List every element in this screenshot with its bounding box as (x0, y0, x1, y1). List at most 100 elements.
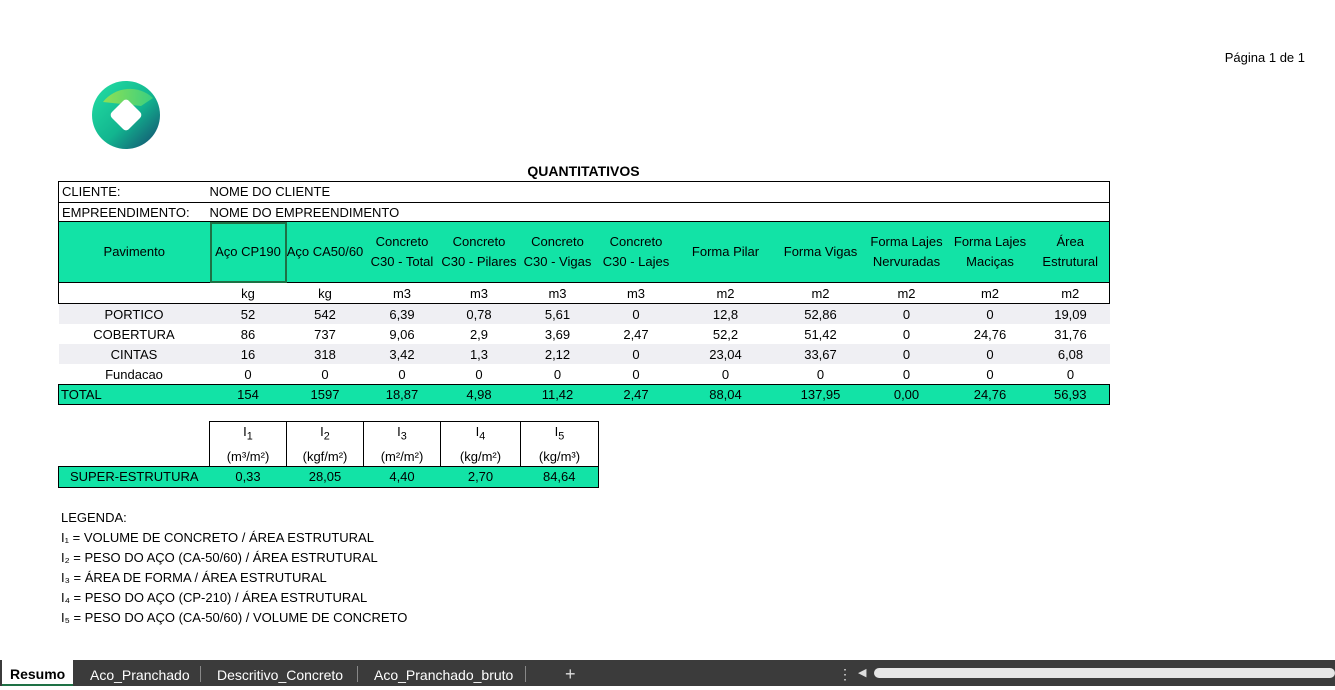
header-cell[interactable]: Forma Lajes Nervuradas (864, 221, 949, 283)
table-cell[interactable]: 19,09 (1031, 303, 1110, 324)
unit-cell[interactable]: m2 (1031, 282, 1110, 304)
header-cell[interactable]: Forma Pilar (674, 221, 777, 283)
total-cell[interactable]: 88,04 (674, 384, 777, 405)
table-cell[interactable]: 2,12 (517, 344, 598, 364)
table-cell[interactable]: 86 (240, 326, 256, 342)
client-value[interactable]: NOME DO CLIENTE (209, 181, 1110, 203)
table-cell[interactable]: 5,61 (517, 303, 598, 324)
index-header-cell[interactable]: I4 (kg/m²) (440, 421, 521, 467)
table-cell[interactable]: 52,2 (712, 326, 739, 342)
table-cell[interactable]: 0 (553, 366, 562, 382)
table-cell[interactable]: 23,04 (674, 344, 777, 364)
total-cell[interactable]: 0,00 (864, 384, 949, 405)
unit-cell[interactable]: m2 (864, 282, 949, 304)
table-cell[interactable]: 0 (948, 344, 1032, 364)
total-cell[interactable]: 4,98 (440, 384, 518, 405)
table-cell[interactable]: 0 (597, 344, 675, 364)
table-cell[interactable]: 737 (314, 326, 336, 342)
table-cell[interactable]: 16 (209, 344, 287, 364)
table-cell[interactable]: 0 (321, 366, 329, 382)
table-cell[interactable]: 3,42 (363, 344, 441, 364)
table-cell[interactable]: 318 (286, 344, 364, 364)
total-cell[interactable]: 18,87 (363, 384, 441, 405)
table-cell[interactable]: 9,06 (389, 326, 415, 342)
more-options-icon[interactable]: ⋮ (838, 666, 852, 682)
table-cell[interactable]: 0 (902, 366, 911, 382)
header-cell[interactable]: Concreto C30 - Lajes (597, 221, 675, 283)
table-cell[interactable]: 6,39 (363, 303, 441, 324)
header-cell[interactable]: Aço CA50/60 (286, 221, 364, 283)
table-cell[interactable]: 51,42 (804, 326, 837, 342)
table-cell[interactable]: 2,9 (469, 326, 489, 342)
table-cell[interactable]: 31,76 (1054, 326, 1087, 342)
unit-cell[interactable]: m2 (948, 282, 1032, 304)
index-header-cell[interactable]: I5 (kg/m³) (520, 421, 599, 467)
sheet-tab-aco-pranchado[interactable]: Aco_Pranchado (90, 667, 190, 683)
add-sheet-icon[interactable]: + (565, 664, 576, 684)
table-cell[interactable]: Fundacao (105, 366, 163, 382)
sheet-tab-aco-pranchado-bruto[interactable]: Aco_Pranchado_bruto (374, 667, 514, 683)
table-cell[interactable]: 0 (244, 366, 252, 382)
table-cell[interactable]: 24,76 (973, 326, 1007, 342)
table-cell[interactable]: 0 (864, 344, 949, 364)
scrollbar-thumb[interactable] (874, 668, 1335, 678)
index-header-cell[interactable]: I1 (m³/m²) (209, 421, 287, 467)
table-cell[interactable]: 0 (816, 366, 825, 382)
sheet-tab-descritivo-concreto[interactable]: Descritivo_Concreto (217, 667, 344, 683)
table-cell[interactable]: 0 (721, 366, 730, 382)
unit-cell[interactable]: m3 (363, 282, 441, 304)
table-cell[interactable]: 6,08 (1031, 344, 1110, 364)
table-cell[interactable]: 0 (475, 366, 483, 382)
table-cell[interactable]: 0,78 (440, 303, 518, 324)
header-cell[interactable]: Concreto C30 - Vigas (517, 221, 598, 283)
total-cell[interactable]: 1597 (286, 384, 364, 405)
table-cell[interactable]: 3,69 (544, 326, 571, 342)
table-cell[interactable]: 33,67 (776, 344, 865, 364)
index-value-cell[interactable]: 84,64 (520, 465, 599, 488)
scroll-left-icon[interactable]: ◀ (858, 667, 867, 679)
table-cell[interactable]: 52 (209, 303, 287, 324)
table-cell[interactable]: 12,8 (674, 303, 777, 324)
table-cell[interactable]: 0 (1066, 366, 1075, 382)
total-cell[interactable]: 2,47 (597, 384, 675, 405)
table-cell[interactable]: PORTICO (58, 303, 210, 324)
index-value-cell[interactable]: 28,05 (286, 465, 364, 488)
unit-cell[interactable]: kg (209, 282, 287, 304)
index-header-cell[interactable]: I2 (kgf/m²) (286, 421, 364, 467)
total-cell[interactable]: 154 (209, 384, 287, 405)
index-value-cell[interactable]: 4,40 (363, 465, 441, 488)
header-cell[interactable]: Área Estrutural (1031, 221, 1110, 283)
horizontal-scrollbar[interactable]: ◀ (858, 666, 1335, 680)
table-cell[interactable]: COBERTURA (93, 326, 175, 342)
index-value-cell[interactable]: 0,33 (209, 465, 287, 488)
blank-cell[interactable] (58, 421, 210, 467)
index-header-cell[interactable]: I3 (m²/m²) (363, 421, 441, 467)
total-cell[interactable]: 24,76 (948, 384, 1032, 405)
table-cell[interactable]: CINTAS (58, 344, 210, 364)
sheet-tab-resumo[interactable]: Resumo (2, 660, 74, 686)
unit-cell[interactable]: m2 (674, 282, 777, 304)
total-cell[interactable]: 11,42 (517, 384, 598, 405)
table-cell[interactable]: 2,47 (623, 326, 649, 342)
header-cell[interactable]: Pavimento (58, 221, 210, 283)
header-cell[interactable]: Forma Vigas (776, 221, 865, 283)
total-cell[interactable]: 137,95 (776, 384, 865, 405)
header-cell[interactable]: Concreto C30 - Pilares (440, 221, 518, 283)
table-cell[interactable]: 52,86 (776, 303, 865, 324)
table-cell[interactable]: 0 (632, 366, 640, 382)
total-cell[interactable]: TOTAL (58, 384, 210, 405)
header-cell[interactable]: Forma Lajes Maciças (948, 221, 1032, 283)
table-cell[interactable]: 0 (948, 303, 1032, 324)
unit-cell[interactable]: m2 (776, 282, 865, 304)
header-cell-selected[interactable]: Aço CP190 (209, 221, 287, 283)
unit-cell[interactable]: m3 (440, 282, 518, 304)
table-cell[interactable]: 0 (986, 366, 994, 382)
table-cell[interactable]: 0 (398, 366, 406, 382)
unit-cell[interactable]: kg (286, 282, 364, 304)
table-cell[interactable]: 0 (902, 326, 911, 342)
header-cell[interactable]: Concreto C30 - Total (363, 221, 441, 283)
table-cell[interactable]: 0 (597, 303, 675, 324)
index-row-label[interactable]: SUPER-ESTRUTURA (58, 465, 210, 488)
unit-cell[interactable]: m3 (517, 282, 598, 304)
table-cell[interactable]: 1,3 (440, 344, 518, 364)
